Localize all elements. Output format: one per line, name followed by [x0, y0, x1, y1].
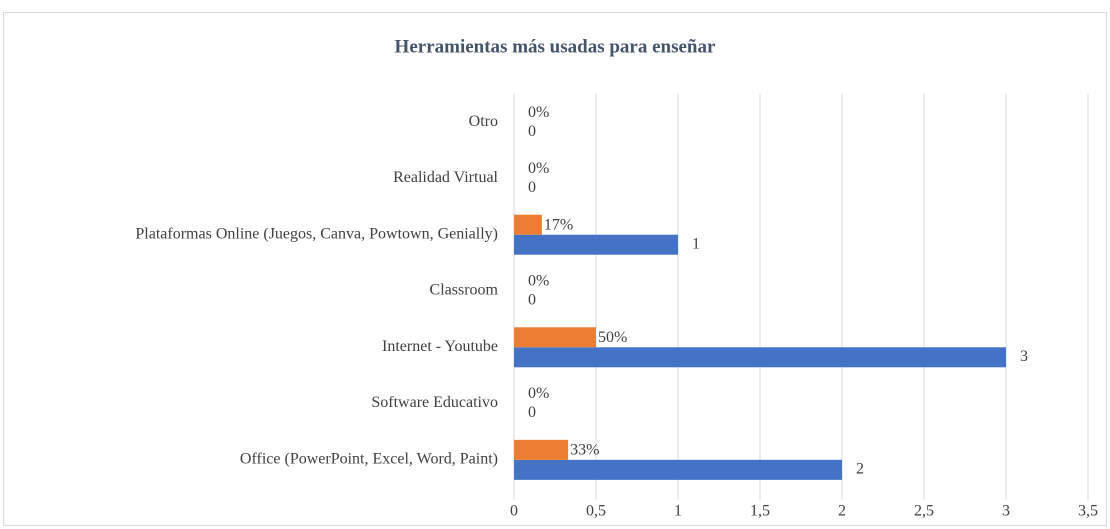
bar: [514, 459, 842, 480]
chart-title: Herramientas más usadas para enseñar: [395, 36, 716, 57]
bar: [514, 439, 569, 460]
data-label: 0: [528, 123, 536, 140]
data-label: 2: [856, 461, 864, 478]
bar: [514, 327, 596, 348]
x-tick-label: 1: [674, 503, 682, 520]
x-tick-label: 2,5: [914, 503, 934, 520]
bar: [514, 347, 1006, 368]
data-label: 3: [1020, 348, 1028, 365]
data-label: 0%: [528, 104, 549, 121]
data-label: 0: [528, 404, 536, 421]
data-label: 17%: [544, 216, 573, 233]
y-tick-label: Internet - Youtube: [382, 338, 498, 355]
data-label: 50%: [598, 329, 627, 346]
y-tick-label: Office (PowerPoint, Excel, Word, Paint): [240, 451, 498, 468]
x-tick-label: 3,5: [1078, 503, 1098, 520]
bar: [514, 214, 542, 235]
data-label: 0%: [528, 273, 549, 290]
data-label: 0: [528, 292, 536, 309]
x-tick-label: 0: [510, 503, 518, 520]
data-label: 33%: [570, 442, 599, 459]
bar: [514, 234, 678, 255]
data-label: 0: [528, 179, 536, 196]
x-tick-label: 2: [838, 503, 846, 520]
y-tick-label: Realidad Virtual: [393, 169, 498, 186]
x-tick-label: 1,5: [750, 503, 770, 520]
x-tick-label: 0,5: [586, 503, 606, 520]
x-tick-label: 3: [1002, 503, 1010, 520]
y-tick-label: Otro: [469, 113, 498, 130]
y-tick-label: Classroom: [430, 282, 499, 299]
y-tick-label: Plataformas Online (Juegos, Canva, Powto…: [135, 225, 498, 242]
y-tick-label: Software Educativo: [371, 394, 498, 411]
data-label: 0%: [528, 160, 549, 177]
data-label: 0%: [528, 385, 549, 402]
data-label: 1: [692, 235, 700, 252]
